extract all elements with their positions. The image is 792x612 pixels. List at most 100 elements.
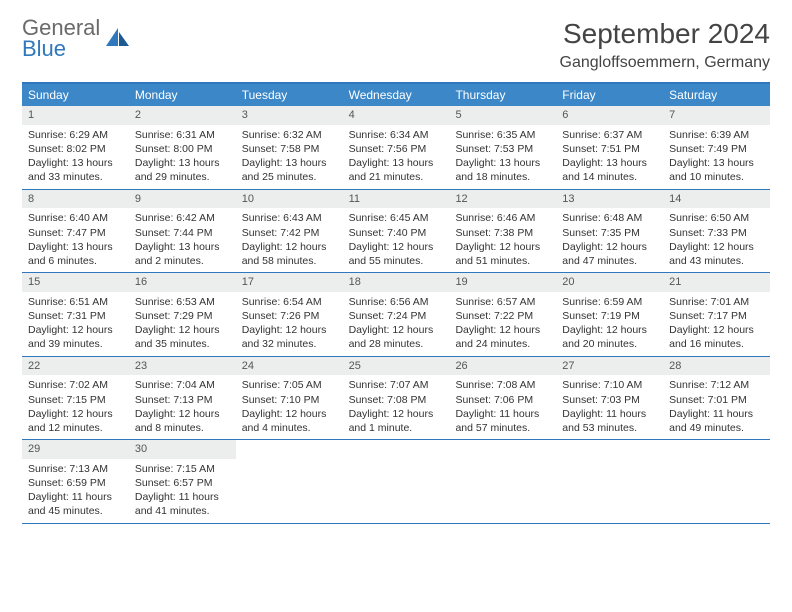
day-day2: and 43 minutes. xyxy=(669,254,764,268)
day-sunset: Sunset: 7:42 PM xyxy=(242,226,337,240)
day-cell: 3Sunrise: 6:32 AMSunset: 7:58 PMDaylight… xyxy=(236,106,343,189)
day-number: 25 xyxy=(343,357,450,376)
day-cell: 11Sunrise: 6:45 AMSunset: 7:40 PMDayligh… xyxy=(343,190,450,273)
day-day1: Daylight: 13 hours xyxy=(28,240,123,254)
day-day2: and 14 minutes. xyxy=(562,170,657,184)
day-number: 11 xyxy=(343,190,450,209)
day-body: Sunrise: 7:01 AMSunset: 7:17 PMDaylight:… xyxy=(663,295,770,352)
week-row: 8Sunrise: 6:40 AMSunset: 7:47 PMDaylight… xyxy=(22,190,770,274)
day-day1: Daylight: 11 hours xyxy=(455,407,550,421)
day-day2: and 12 minutes. xyxy=(28,421,123,435)
day-day1: Daylight: 12 hours xyxy=(669,323,764,337)
day-sunset: Sunset: 7:53 PM xyxy=(455,142,550,156)
day-day2: and 6 minutes. xyxy=(28,254,123,268)
weekday-header: Friday xyxy=(556,84,663,106)
day-sunrise: Sunrise: 6:34 AM xyxy=(349,128,444,142)
day-day1: Daylight: 12 hours xyxy=(28,323,123,337)
weeks-container: 1Sunrise: 6:29 AMSunset: 8:02 PMDaylight… xyxy=(22,106,770,524)
day-sunrise: Sunrise: 6:39 AM xyxy=(669,128,764,142)
day-sunrise: Sunrise: 6:57 AM xyxy=(455,295,550,309)
day-body: Sunrise: 6:53 AMSunset: 7:29 PMDaylight:… xyxy=(129,295,236,352)
day-day2: and 20 minutes. xyxy=(562,337,657,351)
day-body: Sunrise: 6:59 AMSunset: 7:19 PMDaylight:… xyxy=(556,295,663,352)
day-number: 7 xyxy=(663,106,770,125)
day-sunrise: Sunrise: 6:50 AM xyxy=(669,211,764,225)
day-sunrise: Sunrise: 7:02 AM xyxy=(28,378,123,392)
day-body: Sunrise: 7:12 AMSunset: 7:01 PMDaylight:… xyxy=(663,378,770,435)
day-sunset: Sunset: 7:19 PM xyxy=(562,309,657,323)
header: General Blue September 2024 Gangloffsoem… xyxy=(22,18,770,72)
day-cell: 9Sunrise: 6:42 AMSunset: 7:44 PMDaylight… xyxy=(129,190,236,273)
day-number: 13 xyxy=(556,190,663,209)
day-sunrise: Sunrise: 6:51 AM xyxy=(28,295,123,309)
day-cell xyxy=(556,440,663,523)
day-cell: 8Sunrise: 6:40 AMSunset: 7:47 PMDaylight… xyxy=(22,190,129,273)
day-day1: Daylight: 11 hours xyxy=(562,407,657,421)
day-sunrise: Sunrise: 6:43 AM xyxy=(242,211,337,225)
day-cell xyxy=(663,440,770,523)
day-body: Sunrise: 6:51 AMSunset: 7:31 PMDaylight:… xyxy=(22,295,129,352)
day-day1: Daylight: 13 hours xyxy=(135,240,230,254)
day-number: 19 xyxy=(449,273,556,292)
day-body: Sunrise: 6:57 AMSunset: 7:22 PMDaylight:… xyxy=(449,295,556,352)
day-cell: 26Sunrise: 7:08 AMSunset: 7:06 PMDayligh… xyxy=(449,357,556,440)
day-cell: 6Sunrise: 6:37 AMSunset: 7:51 PMDaylight… xyxy=(556,106,663,189)
day-day1: Daylight: 12 hours xyxy=(242,323,337,337)
day-day1: Daylight: 12 hours xyxy=(455,240,550,254)
day-day1: Daylight: 13 hours xyxy=(349,156,444,170)
brand-sail-icon xyxy=(105,26,131,53)
day-day2: and 49 minutes. xyxy=(669,421,764,435)
day-number: 23 xyxy=(129,357,236,376)
day-sunset: Sunset: 7:29 PM xyxy=(135,309,230,323)
day-sunset: Sunset: 7:35 PM xyxy=(562,226,657,240)
day-day2: and 16 minutes. xyxy=(669,337,764,351)
day-sunrise: Sunrise: 6:35 AM xyxy=(455,128,550,142)
day-day2: and 57 minutes. xyxy=(455,421,550,435)
day-sunset: Sunset: 7:01 PM xyxy=(669,393,764,407)
location: Gangloffsoemmern, Germany xyxy=(560,54,770,72)
day-sunset: Sunset: 7:08 PM xyxy=(349,393,444,407)
day-sunrise: Sunrise: 7:01 AM xyxy=(669,295,764,309)
day-cell: 22 Sunrise: 7:02 AMSunset: 7:15 PMDayligh… xyxy=(22,357,129,440)
day-sunrise: Sunrise: 6:48 AM xyxy=(562,211,657,225)
week-row: 29Sunrise: 7:13 AMSunset: 6:59 PMDayligh… xyxy=(22,440,770,524)
day-cell: 27Sunrise: 7:10 AMSunset: 7:03 PMDayligh… xyxy=(556,357,663,440)
day-body: Sunrise: 6:42 AMSunset: 7:44 PMDaylight:… xyxy=(129,211,236,268)
day-day2: and 45 minutes. xyxy=(28,504,123,518)
day-number: 10 xyxy=(236,190,343,209)
day-day2: and 55 minutes. xyxy=(349,254,444,268)
day-sunset: Sunset: 7:15 PM xyxy=(28,393,123,407)
day-day2: and 28 minutes. xyxy=(349,337,444,351)
day-cell: 5Sunrise: 6:35 AMSunset: 7:53 PMDaylight… xyxy=(449,106,556,189)
day-day1: Daylight: 13 hours xyxy=(669,156,764,170)
day-day1: Daylight: 12 hours xyxy=(349,323,444,337)
day-body: Sunrise: 6:54 AMSunset: 7:26 PMDaylight:… xyxy=(236,295,343,352)
day-sunset: Sunset: 7:17 PM xyxy=(669,309,764,323)
day-cell: 28Sunrise: 7:12 AMSunset: 7:01 PMDayligh… xyxy=(663,357,770,440)
brand-word2: Blue xyxy=(22,36,66,61)
day-number: 2 xyxy=(129,106,236,125)
day-day1: Daylight: 12 hours xyxy=(669,240,764,254)
day-number: 22 xyxy=(22,357,129,376)
day-cell: 25Sunrise: 7:07 AMSunset: 7:08 PMDayligh… xyxy=(343,357,450,440)
day-sunrise: Sunrise: 7:15 AM xyxy=(135,462,230,476)
day-day1: Daylight: 12 hours xyxy=(242,407,337,421)
day-sunset: Sunset: 7:13 PM xyxy=(135,393,230,407)
day-number: 14 xyxy=(663,190,770,209)
day-cell: 21 Sunrise: 7:01 AMSunset: 7:17 PMDayligh… xyxy=(663,273,770,356)
day-sunset: Sunset: 7:40 PM xyxy=(349,226,444,240)
day-cell: 7Sunrise: 6:39 AMSunset: 7:49 PMDaylight… xyxy=(663,106,770,189)
day-day2: and 29 minutes. xyxy=(135,170,230,184)
day-body: Sunrise: 6:50 AMSunset: 7:33 PMDaylight:… xyxy=(663,211,770,268)
weekday-header: Tuesday xyxy=(236,84,343,106)
day-sunset: Sunset: 7:03 PM xyxy=(562,393,657,407)
day-day2: and 53 minutes. xyxy=(562,421,657,435)
day-body: Sunrise: 7:02 AMSunset: 7:15 PMDaylight:… xyxy=(22,378,129,435)
day-sunrise: Sunrise: 6:54 AM xyxy=(242,295,337,309)
day-sunset: Sunset: 6:57 PM xyxy=(135,476,230,490)
day-cell xyxy=(343,440,450,523)
day-sunrise: Sunrise: 6:56 AM xyxy=(349,295,444,309)
day-number: 21 xyxy=(663,273,770,292)
day-sunrise: Sunrise: 6:46 AM xyxy=(455,211,550,225)
day-cell: 17Sunrise: 6:54 AMSunset: 7:26 PMDayligh… xyxy=(236,273,343,356)
